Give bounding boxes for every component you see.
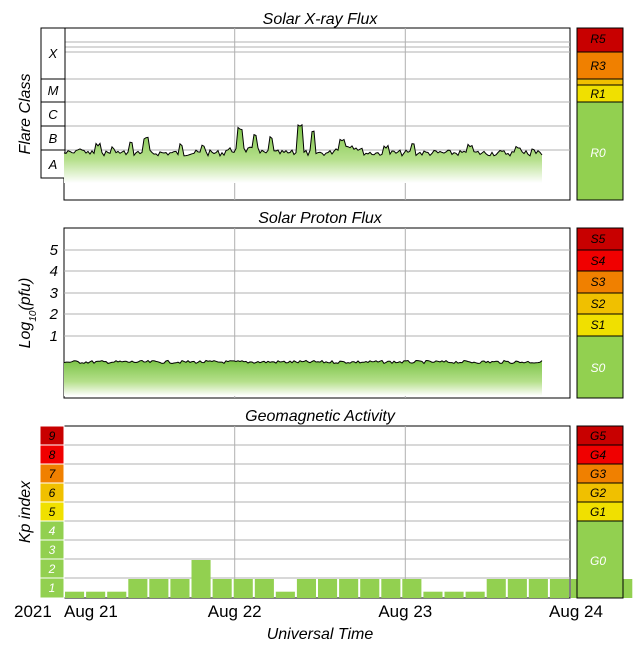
x-tick-aug24: Aug 24: [549, 602, 603, 621]
xray-scale-r0-label: R0: [590, 146, 606, 160]
kp-level-7-label: 7: [49, 467, 57, 481]
kp-level-3-label: 3: [49, 543, 56, 557]
kp-bar: [381, 579, 401, 598]
proton-tick-3: 3: [50, 285, 59, 302]
kp-bar: [86, 591, 106, 598]
geomag-panel: Geomagnetic Activity 9 8 7: [17, 408, 633, 599]
kp-bar: [275, 591, 295, 598]
x-tick-aug22: Aug 22: [208, 602, 262, 621]
kp-bar: [549, 579, 569, 598]
kp-level-2-label: 2: [48, 562, 56, 576]
kp-bar: [528, 579, 548, 598]
kp-bar: [318, 579, 338, 598]
kp-bar: [507, 579, 527, 598]
x-tick-aug21: Aug 21: [64, 602, 118, 621]
kp-level-1: [39, 577, 65, 599]
kp-bar: [360, 579, 380, 598]
xray-scale-r1-label: R1: [590, 87, 605, 101]
geomag-plot-area: [63, 425, 571, 599]
kp-level-6-label: 6: [49, 486, 56, 500]
proton-ylabel: Log10(pfu): [17, 278, 39, 349]
kp-level-9-label: 9: [49, 429, 56, 443]
xray-class-a: A: [48, 157, 58, 172]
xray-scale-r3-label: R3: [590, 59, 606, 73]
kp-bar: [233, 579, 253, 598]
kp-bar: [402, 579, 422, 598]
geomag-grid: [64, 426, 570, 598]
proton-tick-1: 1: [50, 328, 58, 345]
kp-bar: [191, 560, 211, 598]
kp-bar: [149, 579, 169, 598]
xray-class-c: C: [48, 107, 58, 122]
kp-bar: [486, 579, 506, 598]
kp-bar: [107, 591, 127, 598]
kp-bar: [465, 591, 485, 598]
xray-class-b: B: [49, 131, 58, 146]
proton-scale-s2-label: S2: [591, 297, 606, 311]
kp-level-8-label: 8: [49, 448, 56, 462]
kp-bars: [65, 560, 633, 598]
kp-bar: [296, 579, 316, 598]
kp-bar: [65, 591, 85, 598]
proton-tick-5: 5: [50, 242, 59, 259]
kp-bar: [254, 579, 274, 598]
geomag-scale-g2-label: G2: [590, 486, 606, 500]
kp-level-strip: 9 8 7 6 5 4 3 2 1: [39, 425, 65, 599]
geomag-title: Geomagnetic Activity: [245, 408, 396, 425]
xray-flux-line: [63, 123, 543, 158]
xray-class-x: X: [48, 46, 59, 61]
xray-scale-r5-label: R5: [590, 32, 606, 46]
proton-tick-4: 4: [50, 263, 58, 280]
proton-scale-s1-label: S1: [591, 318, 606, 332]
proton-flux-line: [63, 359, 543, 365]
geomag-scale: G5 G4 G3 G2 G1 G0: [576, 425, 624, 599]
x-axis-year: 2021: [14, 602, 52, 621]
geomag-scale-g4-label: G4: [590, 448, 606, 462]
proton-scale: S5 S4 S3 S2 S1 S0: [576, 227, 624, 399]
xray-flux-area: [64, 124, 542, 183]
xray-ylabel: Flare Class: [17, 74, 34, 155]
proton-scale-s0: [576, 335, 624, 399]
xray-class-m: M: [48, 83, 59, 98]
kp-bar: [339, 579, 359, 598]
proton-scale-s5-label: S5: [591, 232, 606, 246]
x-tick-aug23: Aug 23: [378, 602, 432, 621]
kp-level-5-label: 5: [49, 505, 56, 519]
proton-grid: [64, 228, 570, 398]
kp-bar: [128, 579, 148, 598]
kp-level-1-label: 1: [49, 581, 56, 595]
kp-level-4-label: 4: [49, 524, 56, 538]
proton-scale-s4-label: S4: [591, 254, 606, 268]
geomag-scale-g3-label: G3: [590, 467, 606, 481]
kp-bar: [444, 591, 464, 598]
xray-scale-r2: [576, 78, 624, 86]
geomag-scale-g5-label: G5: [590, 429, 606, 443]
proton-ticks: 5 4 3 2 1: [49, 242, 59, 345]
xray-scale: R5 R3 R1 R0: [576, 27, 624, 201]
kp-bar: [212, 579, 232, 598]
xray-scale-r3: [576, 51, 624, 80]
proton-title: Solar Proton Flux: [258, 210, 383, 227]
geomag-ylabel: Kp index: [17, 480, 34, 543]
geomag-scale-g0-label: G0: [590, 554, 606, 568]
xray-class-box: [40, 149, 66, 179]
proton-panel: Solar Proton Flux 5 4 3 2 1 Log10(pfu): [17, 210, 624, 399]
xray-panel: Solar X-ray Flux X M C B A Flare Class: [17, 11, 624, 201]
xray-scale-r5: [576, 27, 624, 53]
x-axis: 2021 Aug 21 Aug 22 Aug 23 Aug 24 Univers…: [14, 602, 603, 643]
xray-class-labels: X M C B A: [40, 27, 66, 179]
x-axis-label: Universal Time: [267, 626, 374, 643]
kp-bar: [170, 579, 190, 598]
proton-scale-s0-label: S0: [591, 361, 606, 375]
kp-bar: [423, 591, 443, 598]
xray-title: Solar X-ray Flux: [263, 11, 379, 28]
geomag-scale-g1-label: G1: [590, 505, 606, 519]
geomag-scale-g0: [576, 520, 624, 599]
proton-scale-s3-label: S3: [591, 275, 606, 289]
proton-flux-area: [64, 360, 542, 396]
xray-scale-r0: [576, 101, 624, 201]
xray-class-box: [40, 125, 66, 151]
proton-tick-2: 2: [49, 306, 59, 323]
